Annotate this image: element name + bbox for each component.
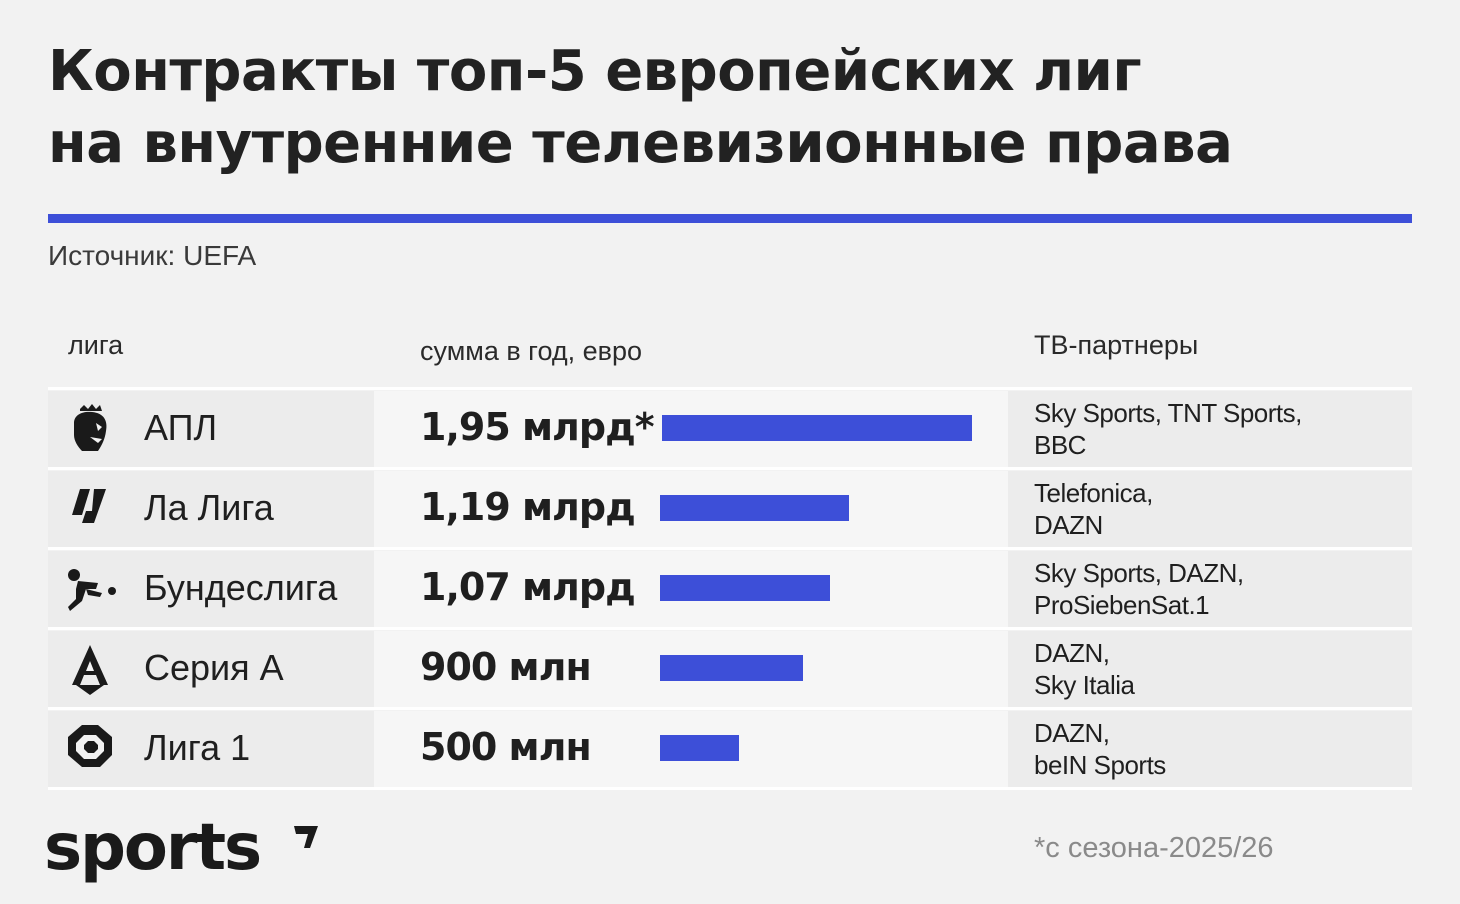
header-amount: сумма в год, евро: [420, 336, 643, 366]
partners-line: beIN Sports: [1034, 750, 1166, 780]
partners-line: Sky Sports, TNT Sports,: [1034, 398, 1302, 428]
title-line-2: на внутренние телевизионные права: [48, 111, 1233, 176]
bundesliga-player-icon: [68, 569, 116, 611]
league-name: Серия А: [144, 647, 284, 688]
partners-cell: [1008, 711, 1412, 787]
league-cell: [48, 551, 374, 627]
source-note: Источник: UEFA: [48, 240, 257, 271]
league-name: Ла Лига: [144, 487, 274, 528]
table-row: АПЛ 1,95 млрд* Sky Sports, TNT Sports, B…: [48, 391, 1412, 467]
league-name: Лига 1: [144, 727, 251, 768]
partners-line: DAZN: [1034, 510, 1103, 540]
title-line-1: Контракты топ-5 европейских лиг: [48, 39, 1142, 104]
table-row: Бундеслига 1,07 млрд Sky Sports, DAZN, P…: [48, 551, 1412, 627]
header-partners: ТВ-партнеры: [1034, 330, 1199, 360]
serie-a-icon: [72, 645, 108, 695]
row-separator: [48, 467, 1412, 470]
table-row: Серия А 900 млн DAZN, Sky Italia: [48, 631, 1412, 707]
header-league: лига: [68, 330, 124, 360]
row-separator: [48, 387, 1412, 390]
league-cell: [48, 471, 374, 547]
tv-partners: Sky Sports, DAZN, ProSiebenSat.1: [1034, 557, 1244, 621]
row-separator: [48, 787, 1412, 790]
partners-line: BBC: [1034, 430, 1086, 460]
bar-data-label: 1,19 млрд: [420, 485, 636, 529]
title-divider: [48, 214, 1412, 223]
table-row: Лига 1 500 млн DAZN, beIN Sports: [48, 711, 1412, 787]
tv-partners: DAZN, Sky Italia: [1034, 637, 1135, 701]
partners-cell: [1008, 391, 1412, 467]
brand-logo: sports: [44, 811, 262, 885]
tv-partners: DAZN, beIN Sports: [1034, 717, 1166, 781]
row-separator: [48, 627, 1412, 630]
bar: [660, 575, 830, 601]
partners-line: DAZN,: [1034, 718, 1110, 748]
table-row: Ла Лига 1,19 млрд Telefonica, DAZN: [48, 471, 1412, 547]
partners-cell: [1008, 471, 1412, 547]
premier-league-lion-icon: [74, 404, 107, 451]
laliga-icon: [72, 489, 106, 523]
row-separator: [48, 547, 1412, 550]
footnote: *с сезона-2025/26: [1034, 832, 1274, 864]
chart-title: Контракты топ-5 европейских лиг на внутр…: [48, 36, 1428, 180]
league-cell: [48, 631, 374, 707]
bar: [660, 495, 849, 521]
league-name: АПЛ: [144, 407, 218, 448]
partners-line: Sky Sports, DAZN,: [1034, 558, 1244, 588]
partners-cell: [1008, 551, 1412, 627]
brand-mark-icon: [294, 826, 318, 848]
row-separator: [48, 707, 1412, 710]
tv-partners: Telefonica, DAZN: [1034, 477, 1153, 541]
partners-line: ProSiebenSat.1: [1034, 590, 1210, 620]
bar: [660, 735, 739, 761]
tv-partners: Sky Sports, TNT Sports, BBC: [1034, 397, 1302, 461]
partners-line: Telefonica,: [1034, 478, 1153, 508]
ligue-1-icon: [68, 725, 112, 767]
bar: [660, 655, 803, 681]
bar-data-label: 1,95 млрд*: [420, 405, 655, 449]
partners-line: Sky Italia: [1034, 670, 1135, 700]
bar-data-label: 900 млн: [420, 645, 592, 689]
partners-cell: [1008, 631, 1412, 707]
bar-data-label: 1,07 млрд: [420, 565, 636, 609]
bar-data-label: 500 млн: [420, 725, 592, 769]
bar: [662, 415, 972, 441]
league-name: Бундеслига: [144, 567, 338, 608]
partners-line: DAZN,: [1034, 638, 1110, 668]
